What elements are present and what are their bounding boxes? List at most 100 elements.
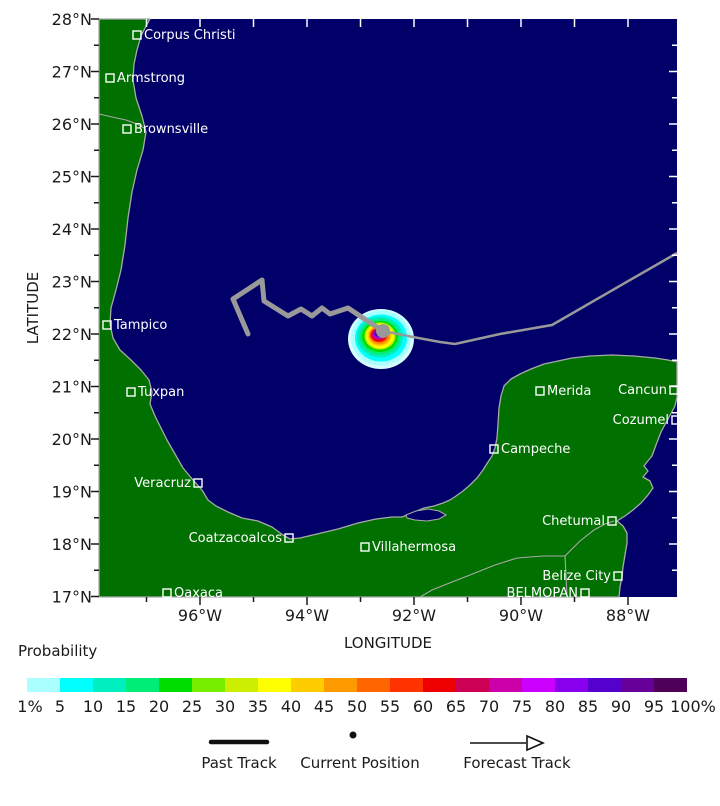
city-brownsville: Brownsville [122,122,208,137]
city-marker-icon [671,415,681,425]
city-chetumal: Chetumal [542,514,617,529]
colorbar-tick: 5 [55,697,65,716]
city-marker-icon [613,571,623,581]
lat-label: 22°N [52,325,92,344]
lagoon [405,508,448,522]
city-name: Belize City [542,569,611,584]
city-oaxaca: Oaxaca [162,586,223,601]
colorbar-tick: 15 [116,697,136,716]
lat-label: 24°N [52,220,92,239]
city-name: BELMOPAN [507,586,578,601]
city-marker-icon [126,387,136,397]
colorbar-segment [621,678,654,692]
colorbar-tick: 80 [545,697,565,716]
city-name: Veracruz [134,476,191,491]
colorbar-segment [555,678,588,692]
colorbar-segment [60,678,93,692]
colorbar-segment [357,678,390,692]
colorbar-tick: 70 [479,697,499,716]
lat-label: 23°N [52,273,92,292]
colorbar-tick: 45 [314,697,334,716]
latitude-axis-title: LATITUDE [24,272,42,345]
colorbar-tick: 35 [248,697,268,716]
city-name: Coatzacoalcos [189,531,283,546]
current-position-legend-icon [349,731,357,739]
colorbar-segment [93,678,126,692]
city-marker-icon [669,385,679,395]
map-plot: 28°N 27°N 26°N 25°N 24°N 23°N 22°N 21°N … [24,10,681,652]
colorbar-segment [654,678,687,692]
city-armstrong: Armstrong [105,71,185,86]
right-axis-ticks [669,44,677,571]
city-tampico: Tampico [102,318,167,333]
city-marker-icon [105,73,115,83]
colorbar-segment [324,678,357,692]
lat-label: 18°N [52,535,92,554]
lat-label: 25°N [52,168,92,187]
lat-label: 28°N [52,10,92,29]
colorbar-tick: 25 [182,697,202,716]
colorbar-segment [159,678,192,692]
city-coatzacoalcos: Coatzacoalcos [189,531,294,546]
lat-label: 26°N [52,115,92,134]
colorbar-segment [258,678,291,692]
colorbar-tick: 10 [83,697,103,716]
city-name: Cancun [618,383,667,398]
city-name: Tuxpan [137,385,184,400]
forecast-track-legend-icon [470,734,545,752]
colorbar-tick: 1% [17,697,42,716]
colorbar-tick: 65 [446,697,466,716]
colorbar-tick: 55 [380,697,400,716]
probability-blob [348,309,414,369]
city-name: Oaxaca [174,586,223,601]
colorbar-tick: 100% [670,697,716,716]
colorbar-segment [225,678,258,692]
city-merida: Merida [535,384,591,399]
colorbar-segment [588,678,621,692]
colorbar-swatches [27,678,687,692]
city-name: Cozumel [613,413,669,428]
land-area [98,18,678,598]
lat-tick-labels: 28°N 27°N 26°N 25°N 24°N 23°N 22°N 21°N … [52,10,92,607]
city-villahermosa: Villahermosa [360,540,456,555]
bottom-axis-ticks [145,597,629,605]
city-marker-icon [102,320,112,330]
lon-label: 88°W [606,606,650,625]
lon-label: 90°W [499,606,543,625]
city-corpus-christi: Corpus Christi [132,28,236,43]
lat-label: 20°N [52,430,92,449]
colorbar-title: Probability [18,642,97,660]
lat-label: 21°N [52,378,92,397]
city-name: Villahermosa [372,540,456,555]
current-position-legend-label: Current Position [300,754,420,772]
city-name: Corpus Christi [144,28,236,43]
colorbar-segment [489,678,522,692]
city-campeche: Campeche [489,442,570,457]
city-marker-icon [607,516,617,526]
city-marker-icon [580,588,590,598]
colorbar-tick: 20 [149,697,169,716]
colorbar-tick: 85 [578,697,598,716]
lat-label: 27°N [52,63,92,82]
top-axis-ticks [145,19,629,27]
past-track-legend-label: Past Track [201,754,277,772]
city-marker-icon [489,444,499,454]
city-name: Merida [547,384,591,399]
forecast-track-legend-label: Forecast Track [463,754,571,772]
city-belmopan: BELMOPAN [507,586,590,601]
colorbar-segment [390,678,423,692]
lon-tick-labels: 96°W 94°W 92°W 90°W 88°W [178,606,650,625]
colorbar-tick: 90 [611,697,631,716]
colorbar-tick: 30 [215,697,235,716]
track-legend: Past Track Current Position Forecast Tra… [201,731,571,772]
lon-label: 96°W [178,606,222,625]
border-mexico-guatemala [419,555,565,598]
city-cozumel: Cozumel [613,413,681,428]
border-guatemala-belize [564,555,568,598]
city-markers: Corpus Christi Armstrong Brownsville Tam… [102,28,681,601]
city-marker-icon [193,478,203,488]
past-track-line [230,277,386,337]
city-name: Chetumal [542,514,605,529]
